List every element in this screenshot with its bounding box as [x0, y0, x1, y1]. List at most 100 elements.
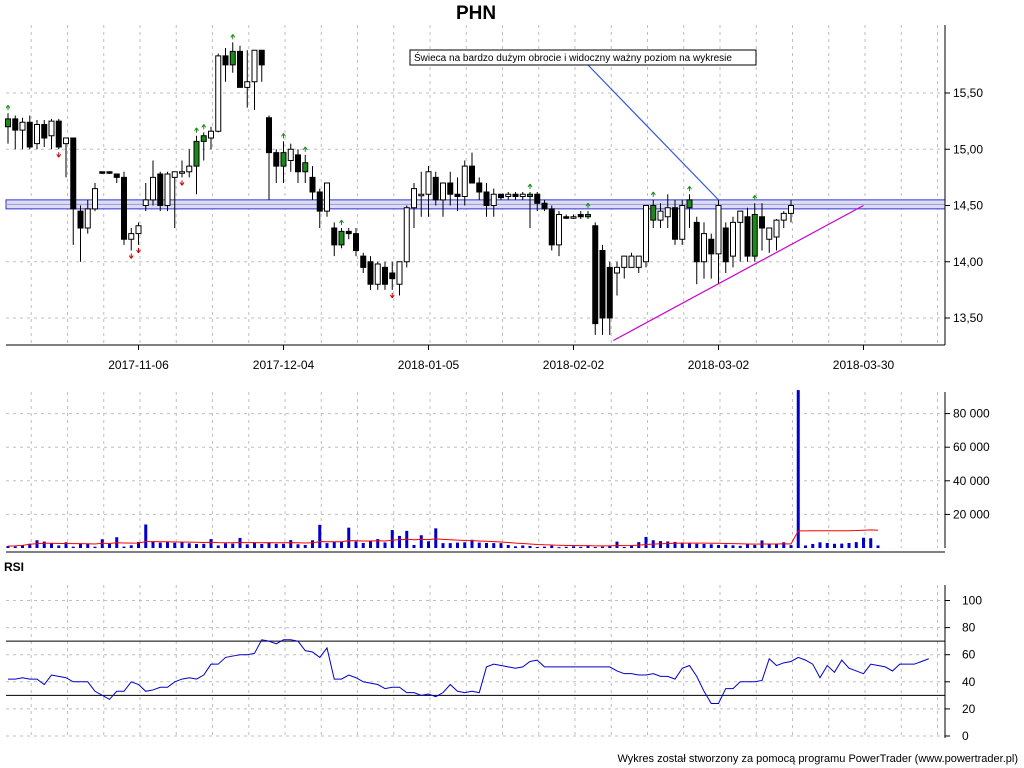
volume-bar: [79, 543, 82, 548]
candle-body: [418, 193, 425, 197]
signal-up-arrow: [687, 185, 692, 192]
volume-bar: [659, 541, 662, 548]
volume-bar: [412, 544, 416, 548]
candle-body: [338, 230, 345, 246]
rsi-tick-label: 60: [962, 648, 976, 662]
candle-body: [570, 216, 577, 219]
volume-bar: [64, 542, 68, 548]
volume-bar: [746, 543, 749, 548]
volume-bar: [390, 530, 394, 548]
candle-body: [606, 266, 613, 319]
volume-bar: [332, 541, 336, 548]
volume-bar: [137, 541, 140, 548]
volume-bar: [93, 546, 97, 548]
candle-body: [715, 205, 722, 255]
candle-body: [5, 118, 11, 128]
candle-body: [432, 176, 439, 201]
candle: [302, 146, 309, 183]
candle: [454, 177, 461, 212]
candle: [316, 188, 323, 228]
candle-body: [599, 250, 606, 319]
candle-body: [84, 208, 91, 229]
candle-body: [353, 233, 359, 251]
candle-body: [367, 261, 374, 285]
candle: [106, 171, 113, 174]
volume-bar: [767, 543, 771, 548]
candle-body: [345, 230, 352, 235]
candle: [657, 203, 664, 228]
volume-bar: [311, 540, 314, 548]
candle: [744, 207, 751, 262]
footer-credit: Wykres został stworzony za pomocą progra…: [617, 753, 1018, 765]
volume-bar: [369, 540, 372, 548]
candle-body: [374, 263, 381, 285]
candle-body: [614, 266, 620, 274]
annotation-text: Świeca na bardzo dużym obrocie i widoczn…: [414, 51, 732, 64]
candle: [331, 222, 338, 257]
volume-bar: [825, 542, 829, 548]
signal-down-arrow: [136, 247, 141, 254]
candle: [498, 193, 504, 200]
candle: [34, 120, 40, 150]
candle-body: [55, 120, 62, 148]
volume-bar: [470, 539, 474, 548]
volume-bar: [340, 541, 343, 548]
candle-body: [273, 152, 280, 167]
signal-up-arrow: [5, 104, 11, 111]
candle-body: [759, 216, 765, 229]
volume-bar: [28, 543, 32, 548]
volume-bar: [869, 538, 873, 548]
candle-body: [527, 193, 533, 197]
signal-up-arrow: [302, 146, 308, 152]
rsi-label: RSI: [4, 560, 24, 574]
candle: [164, 171, 171, 212]
candle-body: [577, 214, 584, 218]
candle: [200, 124, 207, 161]
rsi-tick-label: 40: [962, 675, 976, 689]
signal-down-arrow: [128, 253, 134, 259]
candle-body: [788, 205, 794, 214]
candle: [570, 214, 577, 219]
candle-body: [193, 140, 200, 167]
candle: [490, 188, 497, 217]
volume-bar: [818, 542, 822, 548]
volume-bar: [13, 546, 17, 548]
candle-body: [490, 193, 497, 206]
volume-bar: [42, 541, 46, 548]
volume-bar: [833, 543, 836, 548]
candle: [389, 261, 396, 299]
volume-bar: [492, 543, 496, 548]
candle: [606, 261, 613, 335]
volume-bars: [6, 390, 880, 549]
candle: [592, 222, 599, 335]
volume-bar: [195, 543, 198, 548]
candle: [222, 48, 229, 82]
volume-bar: [50, 543, 53, 548]
chart-title: PHN: [456, 3, 496, 24]
volume-bar: [528, 545, 532, 548]
candle: [41, 120, 48, 147]
volume-bar: [586, 545, 590, 548]
candle-body: [592, 225, 599, 325]
candle: [621, 255, 628, 279]
volume-bar: [731, 545, 735, 548]
candle: [70, 137, 77, 245]
volume-bar: [57, 545, 61, 548]
volume-bar: [296, 544, 300, 548]
candle: [512, 192, 519, 200]
candle-body: [621, 255, 628, 268]
candle-body: [505, 193, 512, 197]
candle: [5, 104, 11, 144]
candle: [345, 228, 352, 240]
candle-body: [34, 124, 40, 145]
candle: [693, 216, 700, 285]
signal-up-arrow: [650, 191, 656, 197]
volume-bar: [398, 535, 401, 548]
volume-bar: [216, 545, 220, 548]
candle-body: [106, 171, 113, 174]
candle-body: [708, 238, 715, 255]
candle: [374, 261, 381, 290]
candle-body: [164, 173, 171, 206]
rsi-panel: 0 20 40 60 80 100: [6, 585, 982, 743]
